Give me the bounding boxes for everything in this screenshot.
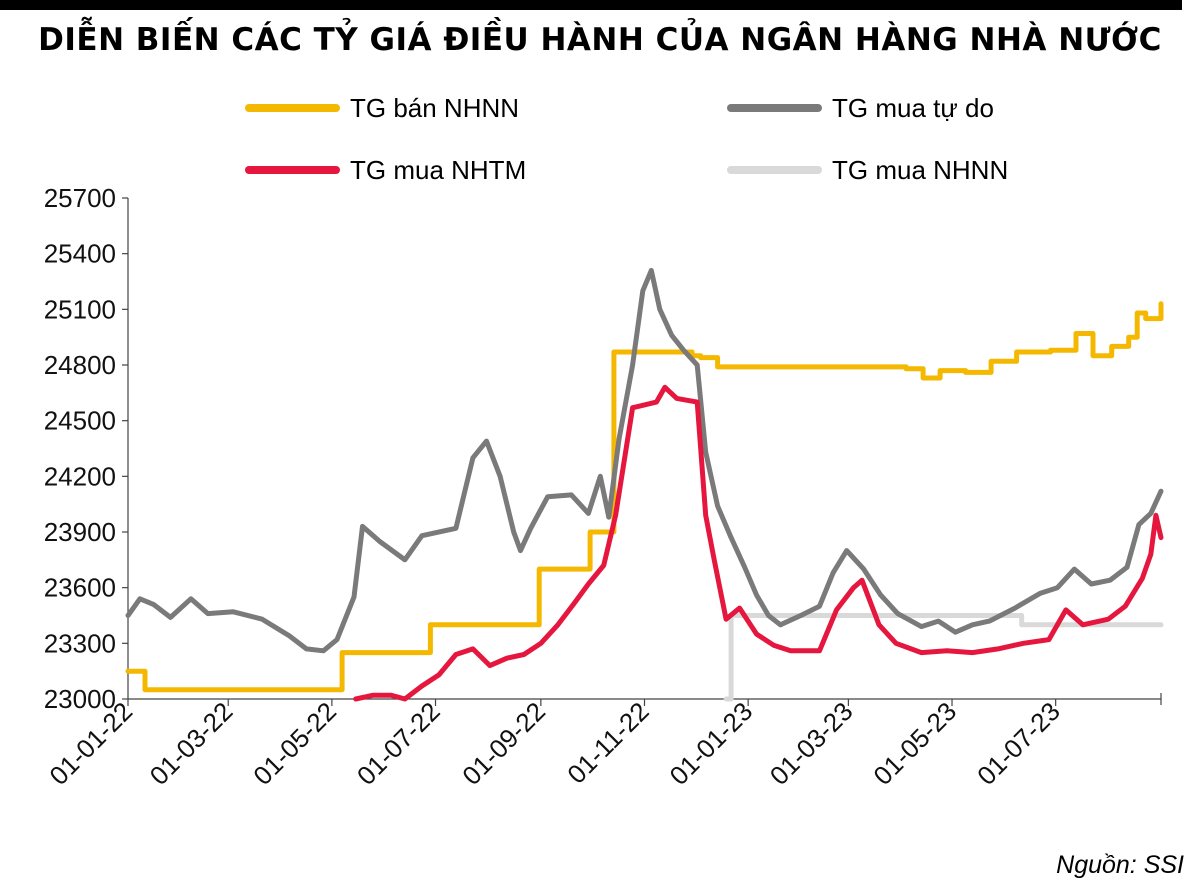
y-tick-label: 23600 (44, 573, 116, 603)
y-tick-label: 25400 (44, 239, 116, 269)
x-tick-label: 01-07-23 (971, 696, 1066, 791)
y-tick-label: 23000 (44, 684, 116, 714)
legend-swatch (727, 104, 822, 112)
x-tick-label: 01-11-22 (561, 696, 654, 789)
series-line-tg-mua-nhnn (723, 613, 1164, 702)
series-line-tg-mua-tu-do (125, 267, 1164, 654)
legend-item-tg-mua-tu-do: TG mua tự do (727, 88, 994, 128)
y-tick-label: 24800 (44, 350, 116, 380)
x-tick-label: 01-05-22 (247, 696, 342, 791)
y-tick-label: 23300 (44, 628, 116, 658)
series-line-tg-ban-nhnn (125, 301, 1164, 693)
legend-swatch (245, 166, 340, 174)
legend-label: TG mua tự do (832, 92, 994, 123)
y-tick-label: 25700 (44, 183, 116, 213)
y-tick-label: 25100 (44, 294, 116, 324)
x-tick-label: 01-03-22 (144, 696, 239, 791)
chart-title: DIỄN BIẾN CÁC TỶ GIÁ ĐIỀU HÀNH CỦA NGÂN … (38, 22, 1162, 58)
legend-swatch (727, 166, 822, 174)
x-tick-label: 01-05-23 (867, 696, 962, 791)
y-tick-label: 24500 (44, 406, 116, 436)
x-tick-label: 01-07-22 (351, 696, 446, 791)
legend-item-tg-ban-nhnn: TG bán NHNN (245, 88, 519, 128)
legend-item-tg-mua-nhnn: TG mua NHNN (727, 150, 1008, 190)
x-tick-label: 01-09-22 (456, 696, 551, 791)
x-tick-label: 01-03-23 (764, 696, 859, 791)
top-rule (0, 0, 1182, 10)
y-tick-label: 23900 (44, 517, 116, 547)
legend-label: TG mua NHTM (350, 154, 527, 185)
y-tick-label: 24200 (44, 461, 116, 491)
legend-label: TG bán NHNN (350, 92, 520, 123)
legend-swatch (245, 104, 340, 112)
legend-item-tg-mua-nhtm: TG mua NHTM (245, 150, 526, 190)
series-line-tg-mua-nhtm (353, 384, 1164, 702)
source-note: Nguồn: SSI (1056, 851, 1184, 879)
legend-label: TG mua NHNN (832, 154, 1009, 185)
x-tick-label: 01-01-23 (664, 696, 759, 791)
